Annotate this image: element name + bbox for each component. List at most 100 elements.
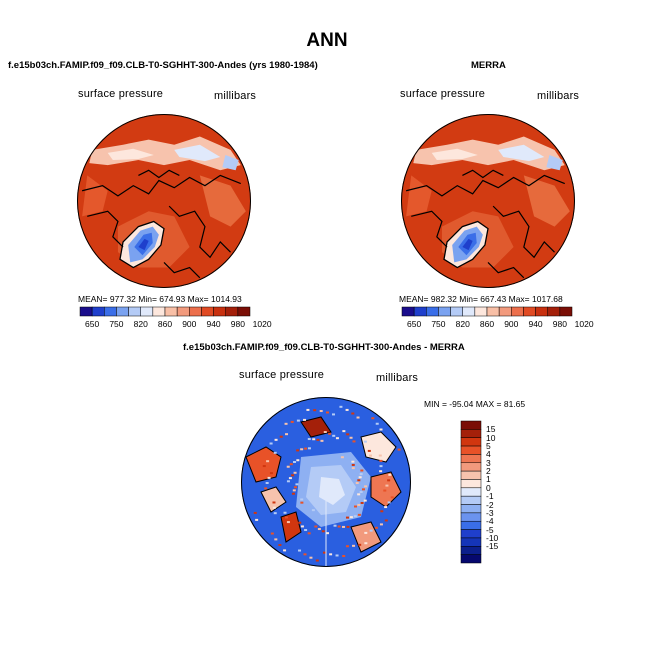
coastline — [411, 210, 448, 248]
colorbar-tick-label: -10 — [486, 532, 499, 543]
panel-2-heading: MERRA — [471, 60, 506, 71]
colorbar-swatch — [460, 554, 482, 564]
colorbar-tick-label: 980 — [230, 319, 245, 329]
panel-1-polar-map — [77, 114, 251, 288]
colorbar-swatch — [460, 429, 482, 438]
colorbar-swatch — [128, 306, 141, 317]
colorbar-swatch — [486, 306, 500, 317]
colorbar-swatch — [116, 306, 129, 317]
anomaly-region — [360, 431, 397, 463]
colorbar-swatch — [460, 546, 482, 555]
colorbar-swatch — [523, 306, 536, 317]
colorbar-tick-label: 820 — [133, 319, 148, 329]
colorbar-tick-label: 900 — [182, 319, 197, 329]
figure-title: ANN — [306, 30, 348, 51]
colorbar-swatch — [426, 306, 439, 317]
panel-2-variable-label: surface pressure — [400, 88, 486, 100]
colorbar-swatch — [511, 306, 524, 317]
colorbar-tick-label: -1 — [486, 491, 494, 502]
coastline — [81, 174, 241, 197]
colorbar-swatch — [535, 306, 548, 317]
colorbar-swatch — [79, 306, 93, 317]
colorbar-tick-label: -3 — [486, 507, 494, 518]
colorbar-swatch — [450, 306, 463, 317]
colorbar-swatch — [547, 306, 561, 317]
colorbar-swatch — [401, 306, 415, 317]
colorbar-tick-label: 650 — [85, 319, 100, 329]
colorbar-tick-label: 0 — [486, 482, 491, 493]
panel-2-stats: MEAN= 982.32 Min= 667.43 Max= 1017.68 — [399, 294, 563, 304]
coastline — [405, 174, 565, 197]
colorbar-tick-label: 860 — [479, 319, 495, 329]
panel-3-stats: MIN = -95.04 MAX = 81.65 — [424, 399, 526, 409]
panel-1-colorbar — [79, 306, 251, 317]
colorbar-swatch — [460, 479, 482, 489]
coastline — [462, 169, 504, 179]
colorbar-tick-label: 750 — [431, 319, 446, 329]
colorbar-tick-label: -4 — [486, 516, 494, 527]
colorbar-swatch — [176, 306, 190, 317]
colorbar-swatch — [460, 420, 482, 430]
panel-1-variable-label: surface pressure — [78, 88, 164, 100]
colorbar-swatch — [140, 306, 154, 317]
colorbar-swatch — [460, 445, 482, 455]
colorbar-tick-label: 1 — [486, 474, 491, 485]
colorbar-tick-label: -5 — [486, 524, 494, 535]
colorbar-swatch — [413, 306, 427, 317]
coastline — [487, 261, 525, 279]
map-boundary — [241, 397, 411, 567]
colorbar-tick-label: -2 — [486, 499, 494, 510]
colorbar-swatch — [460, 520, 482, 530]
colorbar-swatch — [460, 504, 482, 514]
panel-2-polar-map — [401, 114, 575, 288]
colorbar-tick-label: 860 — [157, 319, 173, 329]
panel-3-colorbar — [460, 420, 482, 564]
colorbar-swatch — [438, 306, 451, 317]
colorbar-swatch — [460, 454, 482, 464]
panel-1-heading: f.e15b03ch.FAMIP.f09_f09.CLB-T0-SGHHT-30… — [8, 60, 318, 71]
colorbar-swatch — [460, 437, 482, 447]
colorbar-swatch — [189, 306, 202, 317]
colorbar-swatch — [460, 462, 482, 472]
anomaly-region — [300, 416, 332, 438]
coastline — [87, 210, 124, 248]
map-boundary — [401, 114, 575, 288]
colorbar-tick-label: 1020 — [252, 319, 272, 329]
colorbar-tick-label: 10 — [486, 432, 496, 443]
colorbar-tick-label: 2 — [486, 466, 491, 477]
colorbar-swatch — [460, 470, 482, 480]
colorbar-swatch — [460, 529, 482, 539]
colorbar-swatch — [152, 306, 166, 317]
colorbar-tick-label: 650 — [407, 319, 422, 329]
colorbar-swatch — [460, 495, 482, 505]
panel-1-stats: MEAN= 977.32 Min= 674.93 Max= 1014.93 — [78, 294, 242, 304]
panel-2-colorbar — [401, 306, 573, 317]
colorbar-tick-label: 3 — [486, 457, 491, 468]
colorbar-swatch — [460, 537, 482, 547]
colorbar-swatch — [460, 512, 482, 522]
panel-3-heading: f.e15b03ch.FAMIP.f09_f09.CLB-T0-SGHHT-30… — [183, 342, 465, 353]
panel-1-units-label: millibars — [214, 90, 257, 102]
colorbar-swatch — [213, 306, 226, 317]
colorbar-swatch — [164, 306, 178, 317]
coastline — [168, 205, 231, 259]
map-boundary — [77, 114, 251, 288]
panel-3-polar-map — [241, 397, 411, 567]
colorbar-tick-label: 940 — [206, 319, 221, 329]
colorbar-tick-label: 15 — [486, 424, 496, 435]
coastline — [492, 205, 555, 259]
colorbar-tick-label: -15 — [486, 541, 499, 552]
anomaly-region — [260, 486, 287, 513]
colorbar-tick-label: 820 — [455, 319, 470, 329]
panel-3-units-label: millibars — [376, 372, 419, 384]
colorbar-swatch — [498, 306, 512, 317]
coastline — [163, 261, 201, 279]
colorbar-swatch — [201, 306, 214, 317]
colorbar-swatch — [104, 306, 117, 317]
colorbar-swatch — [91, 306, 105, 317]
colorbar-swatch — [237, 306, 251, 317]
colorbar-swatch — [559, 306, 573, 317]
colorbar-swatch — [460, 487, 482, 497]
colorbar-tick-label: 4 — [486, 449, 491, 460]
colorbar-tick-label: 900 — [504, 319, 519, 329]
